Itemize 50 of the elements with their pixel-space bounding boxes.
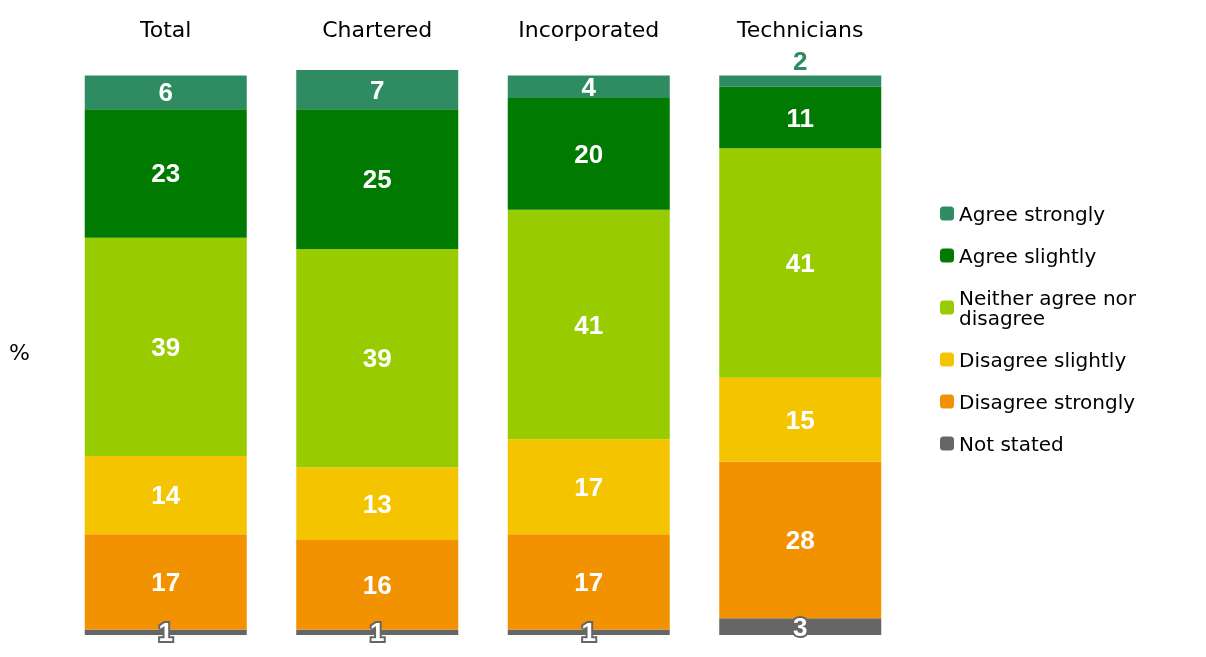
x-tick-label: Technicians <box>736 16 864 42</box>
data-label: 25 <box>362 164 392 195</box>
data-label: 6 <box>158 77 173 108</box>
data-label: 17 <box>574 566 604 597</box>
data-label: 16 <box>362 569 392 600</box>
data-label: 3 <box>793 611 808 642</box>
bar <box>719 86 882 149</box>
data-label: 15 <box>785 404 815 435</box>
bar <box>84 75 247 110</box>
data-label: 41 <box>574 309 604 340</box>
bar <box>719 618 882 635</box>
legend-label: Not stated <box>959 431 1064 456</box>
data-label: 41 <box>785 247 815 278</box>
x-tick-label: Chartered <box>322 16 433 42</box>
bar <box>507 209 670 440</box>
x-tick-label: Incorporated <box>518 16 660 42</box>
data-label: 28 <box>785 524 815 555</box>
bar <box>507 439 670 535</box>
bar <box>84 109 247 238</box>
x-tick-label: Total <box>139 16 192 42</box>
legend-label: Disagree strongly <box>959 389 1136 414</box>
data-label: 14 <box>151 480 181 511</box>
legend-label: Disagree slightly <box>959 347 1127 372</box>
bar <box>719 75 882 87</box>
y-axis-title: % <box>9 340 30 365</box>
data-label: 17 <box>574 471 604 502</box>
data-label: 39 <box>362 343 392 374</box>
bar <box>296 70 459 110</box>
bar <box>719 148 882 378</box>
bar <box>719 461 882 619</box>
bar <box>296 249 459 468</box>
data-label: 23 <box>151 158 181 189</box>
data-label: 20 <box>574 138 604 169</box>
data-label: 4 <box>581 71 597 102</box>
data-label: 13 <box>362 488 392 519</box>
bar <box>84 455 247 535</box>
data-label: 11 <box>786 102 814 133</box>
bar <box>84 237 247 456</box>
data-label: 39 <box>151 331 181 362</box>
bar <box>296 467 459 540</box>
legend-label: Agree slightly <box>959 243 1097 268</box>
bar <box>507 75 670 98</box>
data-label: 2 <box>793 45 808 76</box>
data-label: 17 <box>151 566 181 597</box>
legend-label: Neither agree nor disagree <box>959 285 1143 330</box>
legend-label: Agree strongly <box>959 201 1106 226</box>
bar <box>719 377 882 462</box>
bar <box>296 109 459 250</box>
bar <box>507 97 670 210</box>
data-label: 7 <box>370 74 385 105</box>
